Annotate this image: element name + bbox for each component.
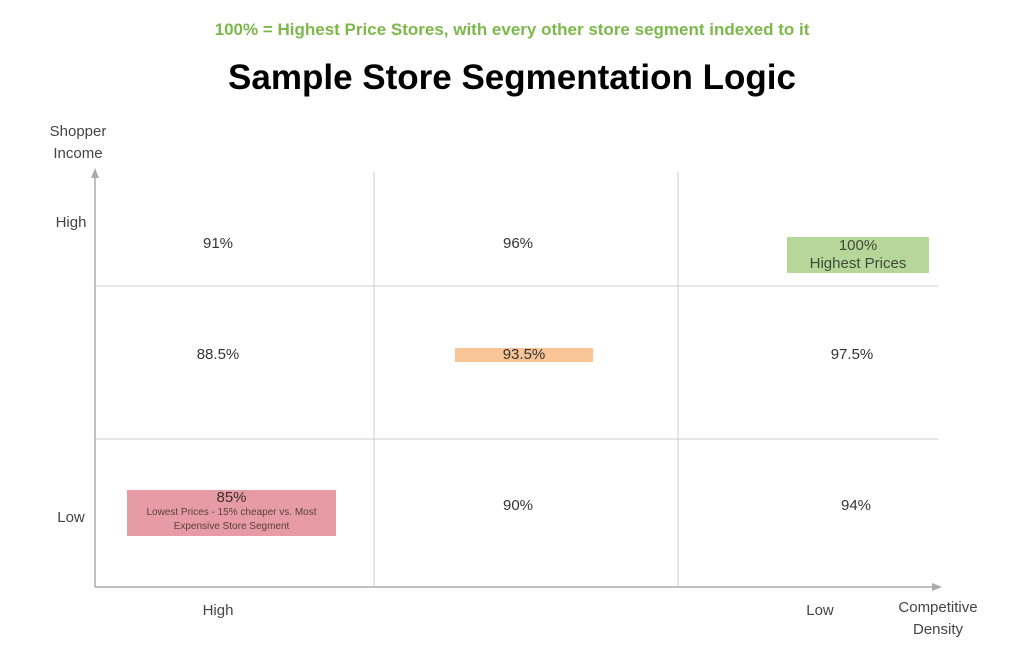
y-axis-label: Shopper Income bbox=[38, 121, 118, 165]
x-axis-high: High bbox=[202, 602, 234, 619]
subtitle: 100% = Highest Price Stores, with every … bbox=[214, 20, 810, 39]
cell-r1c3-note: Highest Prices bbox=[809, 255, 907, 272]
cell-r3c1-note: Lowest Prices - 15% cheaper vs. Most Exp… bbox=[146, 507, 317, 532]
x-axis-label-line1: Competitive bbox=[898, 599, 978, 616]
y-axis-label-line2: Income bbox=[53, 145, 103, 162]
x-axis-label: Competitive Density bbox=[878, 597, 998, 641]
x-axis-low: Low bbox=[806, 602, 834, 619]
cell-r2c2-highlight: 93.5% bbox=[455, 346, 593, 363]
y-axis-low: Low bbox=[57, 509, 85, 526]
diagram-title: Sample Store Segmentation Logic bbox=[228, 58, 796, 97]
y-axis-high: High bbox=[55, 214, 87, 231]
cell-r3c3: 94% bbox=[840, 497, 872, 514]
cell-r1c3-value: 100% bbox=[838, 237, 878, 254]
cell-r3c1-highlight: 85% Lowest Prices - 15% cheaper vs. Most… bbox=[127, 490, 336, 536]
cell-r3c2: 90% bbox=[502, 497, 534, 514]
cell-r2c3: 97.5% bbox=[830, 346, 874, 363]
y-axis-label-line1: Shopper bbox=[49, 123, 107, 140]
cell-r1c3-highlight: 100% Highest Prices bbox=[787, 237, 929, 273]
x-axis-arrow bbox=[932, 583, 942, 591]
cell-r1c2: 96% bbox=[502, 235, 534, 252]
x-axis-label-line2: Density bbox=[912, 621, 964, 638]
cell-r1c1: 91% bbox=[202, 235, 234, 252]
cell-r2c1: 88.5% bbox=[196, 346, 240, 363]
cell-r3c1-value: 85% bbox=[216, 489, 247, 506]
y-axis-arrow bbox=[91, 168, 99, 178]
cell-r2c2-value: 93.5% bbox=[502, 346, 546, 363]
